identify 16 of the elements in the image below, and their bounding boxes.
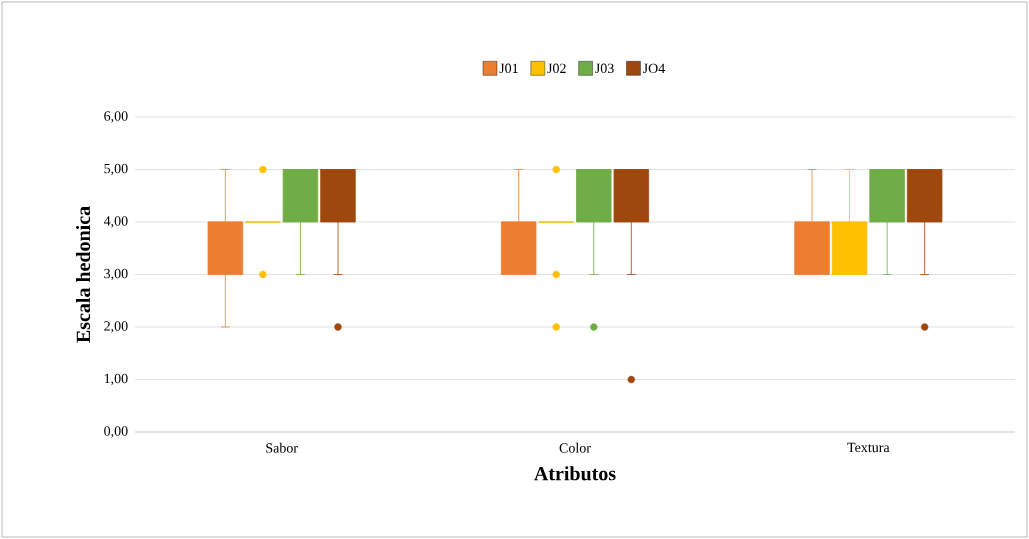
x-tick-label: Textura xyxy=(847,442,890,453)
x-tick-label: Color xyxy=(559,442,591,453)
y-axis-title: Escala hedonica xyxy=(76,206,91,343)
legend-label: J02 xyxy=(547,63,566,74)
legend-label: J01 xyxy=(499,63,518,74)
y-tick-label: 1,00 xyxy=(104,373,128,386)
y-tick-label: 2,00 xyxy=(104,321,128,333)
x-tick-label: Sabor xyxy=(266,442,298,453)
x-axis-title: Atributos xyxy=(534,466,616,481)
y-tick-label: 0,00 xyxy=(104,426,128,438)
y-tick-label: 6,00 xyxy=(104,111,128,123)
y-tick-label: 4,00 xyxy=(103,216,128,228)
legend-label: JO4 xyxy=(642,63,666,74)
y-tick-label: 5,00 xyxy=(104,163,128,176)
legend-label: J03 xyxy=(595,63,614,74)
y-tick-label: 3,00 xyxy=(104,268,128,281)
